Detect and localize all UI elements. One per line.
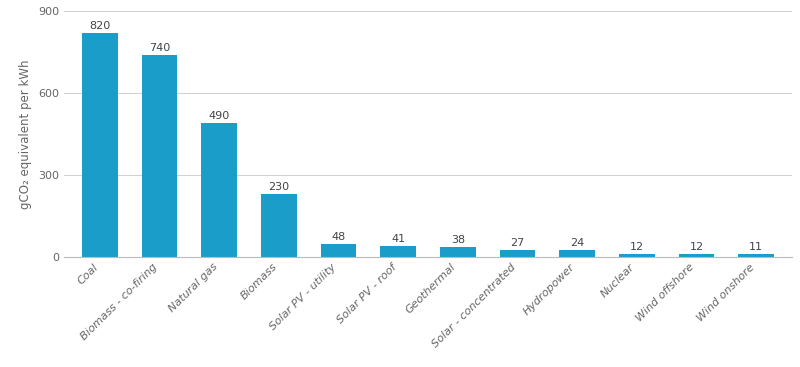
Bar	[678, 254, 714, 257]
Y-axis label: gCO₂ equivalent per kWh: gCO₂ equivalent per kWh	[19, 59, 33, 209]
Text: 12: 12	[690, 242, 703, 252]
Bar	[500, 250, 535, 257]
Bar	[380, 246, 416, 257]
Bar	[559, 250, 595, 257]
Bar	[142, 55, 178, 257]
Bar	[321, 244, 356, 257]
Text: 12: 12	[630, 242, 644, 252]
Text: 820: 820	[89, 21, 110, 31]
Bar	[202, 123, 237, 257]
Text: 740: 740	[149, 43, 170, 53]
Text: 490: 490	[209, 111, 230, 121]
Text: 11: 11	[749, 242, 763, 252]
Text: 27: 27	[510, 237, 525, 248]
Text: 230: 230	[268, 182, 290, 192]
Text: 48: 48	[331, 232, 346, 242]
Bar	[261, 194, 297, 257]
Bar	[738, 254, 774, 257]
Text: 24: 24	[570, 239, 584, 248]
Bar	[619, 254, 654, 257]
Text: 41: 41	[391, 234, 406, 244]
Text: 38: 38	[450, 235, 465, 244]
Bar	[440, 247, 476, 257]
Bar	[82, 33, 118, 257]
